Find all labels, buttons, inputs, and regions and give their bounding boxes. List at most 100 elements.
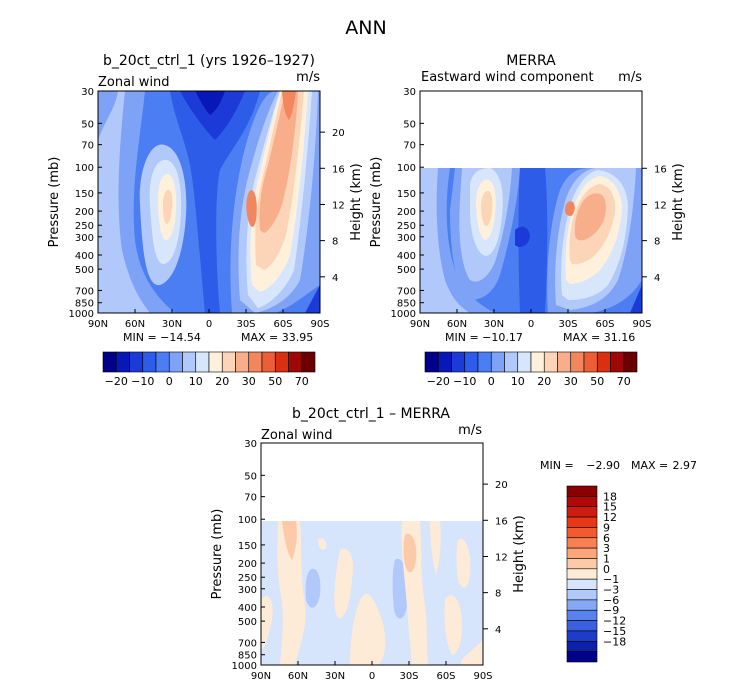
colorbar-swatch [195, 351, 210, 373]
xtick-label: 0 [369, 671, 375, 682]
colorbar-label: 70 [617, 375, 631, 388]
ytick-label: 100 [238, 515, 257, 526]
panel-merra-max-label: MAX = 31.16 [563, 331, 635, 344]
colorbar-swatch [566, 578, 598, 590]
colorbar-swatch [557, 351, 572, 373]
ytick-label: 200 [238, 559, 257, 570]
panel-merra-title: MERRA [506, 53, 556, 69]
colorbar-label: −20 [105, 375, 128, 388]
ytick-label: 250 [397, 221, 416, 232]
colorbar-label: −6 [603, 594, 619, 607]
panel-difference-ylabel: Pressure (mb) [210, 509, 225, 600]
colorbar-label: 18 [603, 490, 617, 503]
ytick-label: 1000 [391, 309, 416, 320]
panel-model-y2label: Height (km) [349, 163, 364, 240]
panel-merra: MERRA Eastward wind component m/s [369, 53, 686, 388]
colorbar-swatch [566, 496, 598, 508]
ytick-label: 500 [397, 265, 416, 276]
colorbar-swatch [566, 485, 598, 497]
ytick-label: 150 [75, 189, 94, 200]
ytick-label: 700 [238, 638, 257, 649]
colorbar-label: −3 [603, 584, 619, 597]
colorbar-label: 12 [603, 511, 617, 524]
panel-merra-y2label: Height (km) [671, 163, 686, 240]
colorbar-swatch [288, 351, 303, 373]
xtick-label: 90S [473, 671, 492, 682]
colorbar-swatch [221, 351, 236, 373]
ytick-label: 70 [81, 141, 94, 152]
colorbar-label: 10 [511, 375, 525, 388]
panel-difference-subtitle-right: m/s [458, 423, 482, 438]
ytick-label: 70 [403, 141, 416, 152]
colorbar-swatch [115, 351, 130, 373]
colorbar-label: −12 [603, 615, 626, 628]
colorbar-label: 3 [603, 542, 610, 555]
xtick-label: 30N [325, 671, 345, 682]
colorbar-label: −9 [603, 604, 619, 617]
colorbar-label: −10 [131, 375, 154, 388]
xtick-label: 60N [288, 671, 308, 682]
colorbar-swatch [102, 351, 117, 373]
ytick-label: 50 [244, 471, 257, 482]
panel-difference-axes: Pressure (mb) Height (km) 30 50 70 100 150 20… [210, 439, 527, 682]
colorbar-swatch [274, 351, 289, 373]
colorbar-swatch [566, 537, 598, 549]
colorbar-swatch [566, 547, 598, 559]
main-title: ANN [345, 17, 386, 39]
xtick-label: 0 [528, 319, 534, 330]
colorbar-swatch [490, 351, 505, 373]
ytick-label: 100 [397, 163, 416, 174]
colorbar-swatch [477, 351, 492, 373]
ytick-label: 200 [75, 207, 94, 218]
colorbar-swatch [610, 351, 625, 373]
colorbar-swatch [504, 351, 519, 373]
panel-model-title: b_20ct_ctrl_1 (yrs 1926–1927) [103, 53, 315, 69]
panel-model-subtitle-left: Zonal wind [98, 75, 170, 90]
colorbar-label: −1 [603, 573, 619, 586]
colorbar-swatch [566, 558, 598, 570]
colorbar-swatch [424, 351, 439, 373]
panel-model-field [97, 90, 321, 314]
panel-difference-max-value: 2.97 [673, 459, 698, 472]
xtick-label: 30N [162, 319, 182, 330]
ytick-label: 400 [238, 603, 257, 614]
panel-model-ylabel: Pressure (mb) [47, 157, 62, 248]
panel-model: b_20ct_ctrl_1 (yrs 1926–1927) Zonal wind… [47, 53, 364, 388]
colorbar-label: −15 [603, 625, 626, 638]
xtick-label: 30N [484, 319, 504, 330]
panel-model-axes: Pressure (mb) Height (km) 30 50 70 100 150 20… [47, 87, 364, 330]
colorbar-label: −20 [427, 375, 450, 388]
panel-difference-min-value: −2.90 [586, 459, 620, 472]
colorbar-swatch [182, 351, 197, 373]
xtick-label: 30S [236, 319, 255, 330]
ytick-label: 850 [397, 299, 416, 310]
colorbar-label: 6 [603, 532, 610, 545]
colorbar-swatch [566, 609, 598, 621]
panel-merra-ylabel: Pressure (mb) [369, 157, 384, 248]
panel-model-colorbar: −20 −10 0 10 20 30 50 70 [102, 351, 316, 388]
xtick-label: 0 [206, 319, 212, 330]
colorbar-swatch [583, 351, 598, 373]
panel-difference-max-label: MAX = [631, 459, 668, 472]
colorbar-swatch [570, 351, 585, 373]
colorbar-swatch [543, 351, 558, 373]
ytick-label: 850 [75, 299, 94, 310]
y2tick-label: 4 [495, 625, 501, 636]
ytick-label: 200 [397, 207, 416, 218]
colorbar-swatch [437, 351, 452, 373]
ytick-label: 50 [81, 119, 94, 130]
y2tick-label: 8 [495, 589, 501, 600]
ytick-label: 400 [397, 251, 416, 262]
colorbar-label: 20 [215, 375, 229, 388]
colorbar-swatch [248, 351, 263, 373]
y2tick-label: 20 [332, 128, 345, 139]
colorbar-swatch [566, 640, 598, 652]
colorbar-swatch [596, 351, 611, 373]
panel-merra-min-label: MIN = −10.17 [445, 331, 523, 344]
y2tick-label: 8 [332, 237, 338, 248]
panel-difference-min-label: MIN = [540, 459, 574, 472]
ytick-label: 250 [238, 573, 257, 584]
y2tick-label: 16 [332, 164, 345, 175]
colorbar-swatch [623, 351, 638, 373]
